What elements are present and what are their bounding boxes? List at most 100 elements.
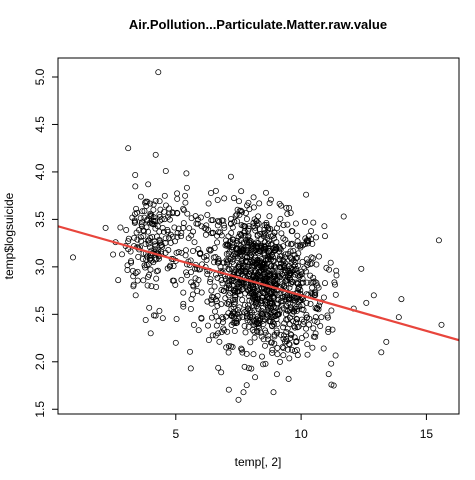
data-point <box>188 296 195 303</box>
data-point <box>183 170 190 177</box>
data-point <box>162 235 169 242</box>
data-point <box>149 233 156 240</box>
data-point <box>245 305 252 312</box>
data-point <box>225 233 232 240</box>
data-point <box>295 323 302 330</box>
data-point <box>282 251 289 258</box>
data-point <box>161 192 168 199</box>
data-point <box>178 233 185 240</box>
data-point <box>291 324 298 331</box>
data-point <box>250 204 257 211</box>
data-point <box>298 335 305 341</box>
data-point <box>358 265 365 272</box>
data-point <box>310 333 317 340</box>
data-point <box>208 190 214 196</box>
data-point <box>214 292 221 299</box>
data-point <box>132 292 139 299</box>
data-point <box>70 254 76 261</box>
data-point <box>248 269 255 276</box>
data-point <box>148 283 155 290</box>
data-point <box>140 277 147 284</box>
data-point <box>134 268 141 275</box>
data-point <box>254 244 261 251</box>
data-point <box>190 228 196 235</box>
data-point <box>230 319 237 326</box>
data-point <box>136 227 143 233</box>
data-point <box>328 307 335 314</box>
data-point <box>305 233 312 240</box>
data-point <box>300 318 307 325</box>
data-point <box>215 229 222 236</box>
data-point <box>174 195 181 202</box>
data-point <box>187 365 194 372</box>
data-point <box>315 284 322 291</box>
data-point <box>227 220 234 227</box>
data-point <box>184 272 191 279</box>
data-point <box>207 276 214 283</box>
data-point <box>123 227 130 233</box>
data-point <box>254 329 261 335</box>
data-point <box>239 208 245 215</box>
data-point <box>325 371 332 378</box>
data-point <box>242 223 249 230</box>
data-point <box>244 254 250 261</box>
data-point <box>297 241 304 248</box>
data-point <box>302 241 309 247</box>
data-point <box>274 351 281 358</box>
data-point <box>235 396 242 403</box>
data-point <box>215 330 221 337</box>
data-point <box>251 216 258 223</box>
data-point <box>370 292 377 299</box>
data-point <box>170 263 177 269</box>
data-point <box>225 349 232 356</box>
data-point <box>225 278 232 285</box>
data-point <box>241 363 248 370</box>
data-point <box>303 325 310 332</box>
data-point <box>316 253 322 260</box>
data-point <box>225 298 232 305</box>
data-point <box>263 189 269 196</box>
data-point <box>237 262 243 269</box>
data-point <box>172 339 179 346</box>
data-point <box>276 200 283 207</box>
data-point <box>235 263 242 270</box>
data-point <box>172 281 179 288</box>
data-point <box>146 304 153 311</box>
data-point <box>171 224 178 231</box>
data-point <box>304 351 311 358</box>
data-point <box>240 389 247 396</box>
data-point <box>158 216 165 223</box>
data-point <box>241 302 248 308</box>
data-point <box>214 222 221 229</box>
data-point <box>151 221 158 228</box>
data-point <box>142 317 149 323</box>
data-point <box>228 277 235 283</box>
data-point <box>313 261 320 268</box>
data-point <box>286 269 293 276</box>
data-point <box>246 253 253 260</box>
data-point <box>180 220 187 227</box>
data-point <box>282 268 289 275</box>
data-point <box>225 292 232 299</box>
data-point <box>203 225 209 232</box>
data-point <box>259 317 266 324</box>
data-point <box>228 216 234 222</box>
data-point <box>284 221 291 228</box>
data-point <box>159 315 166 322</box>
data-point <box>162 239 169 246</box>
data-point <box>291 251 298 258</box>
data-point <box>229 236 236 243</box>
data-point <box>289 240 295 247</box>
data-point <box>333 272 340 279</box>
data-point <box>156 228 163 235</box>
data-point <box>143 262 150 269</box>
data-point <box>320 345 327 352</box>
data-point <box>180 303 187 310</box>
data-point <box>252 297 259 303</box>
data-point <box>245 365 252 372</box>
data-point <box>309 344 316 351</box>
data-point <box>276 307 283 314</box>
data-point <box>255 213 262 220</box>
data-point <box>178 276 185 283</box>
data-point <box>265 225 272 232</box>
